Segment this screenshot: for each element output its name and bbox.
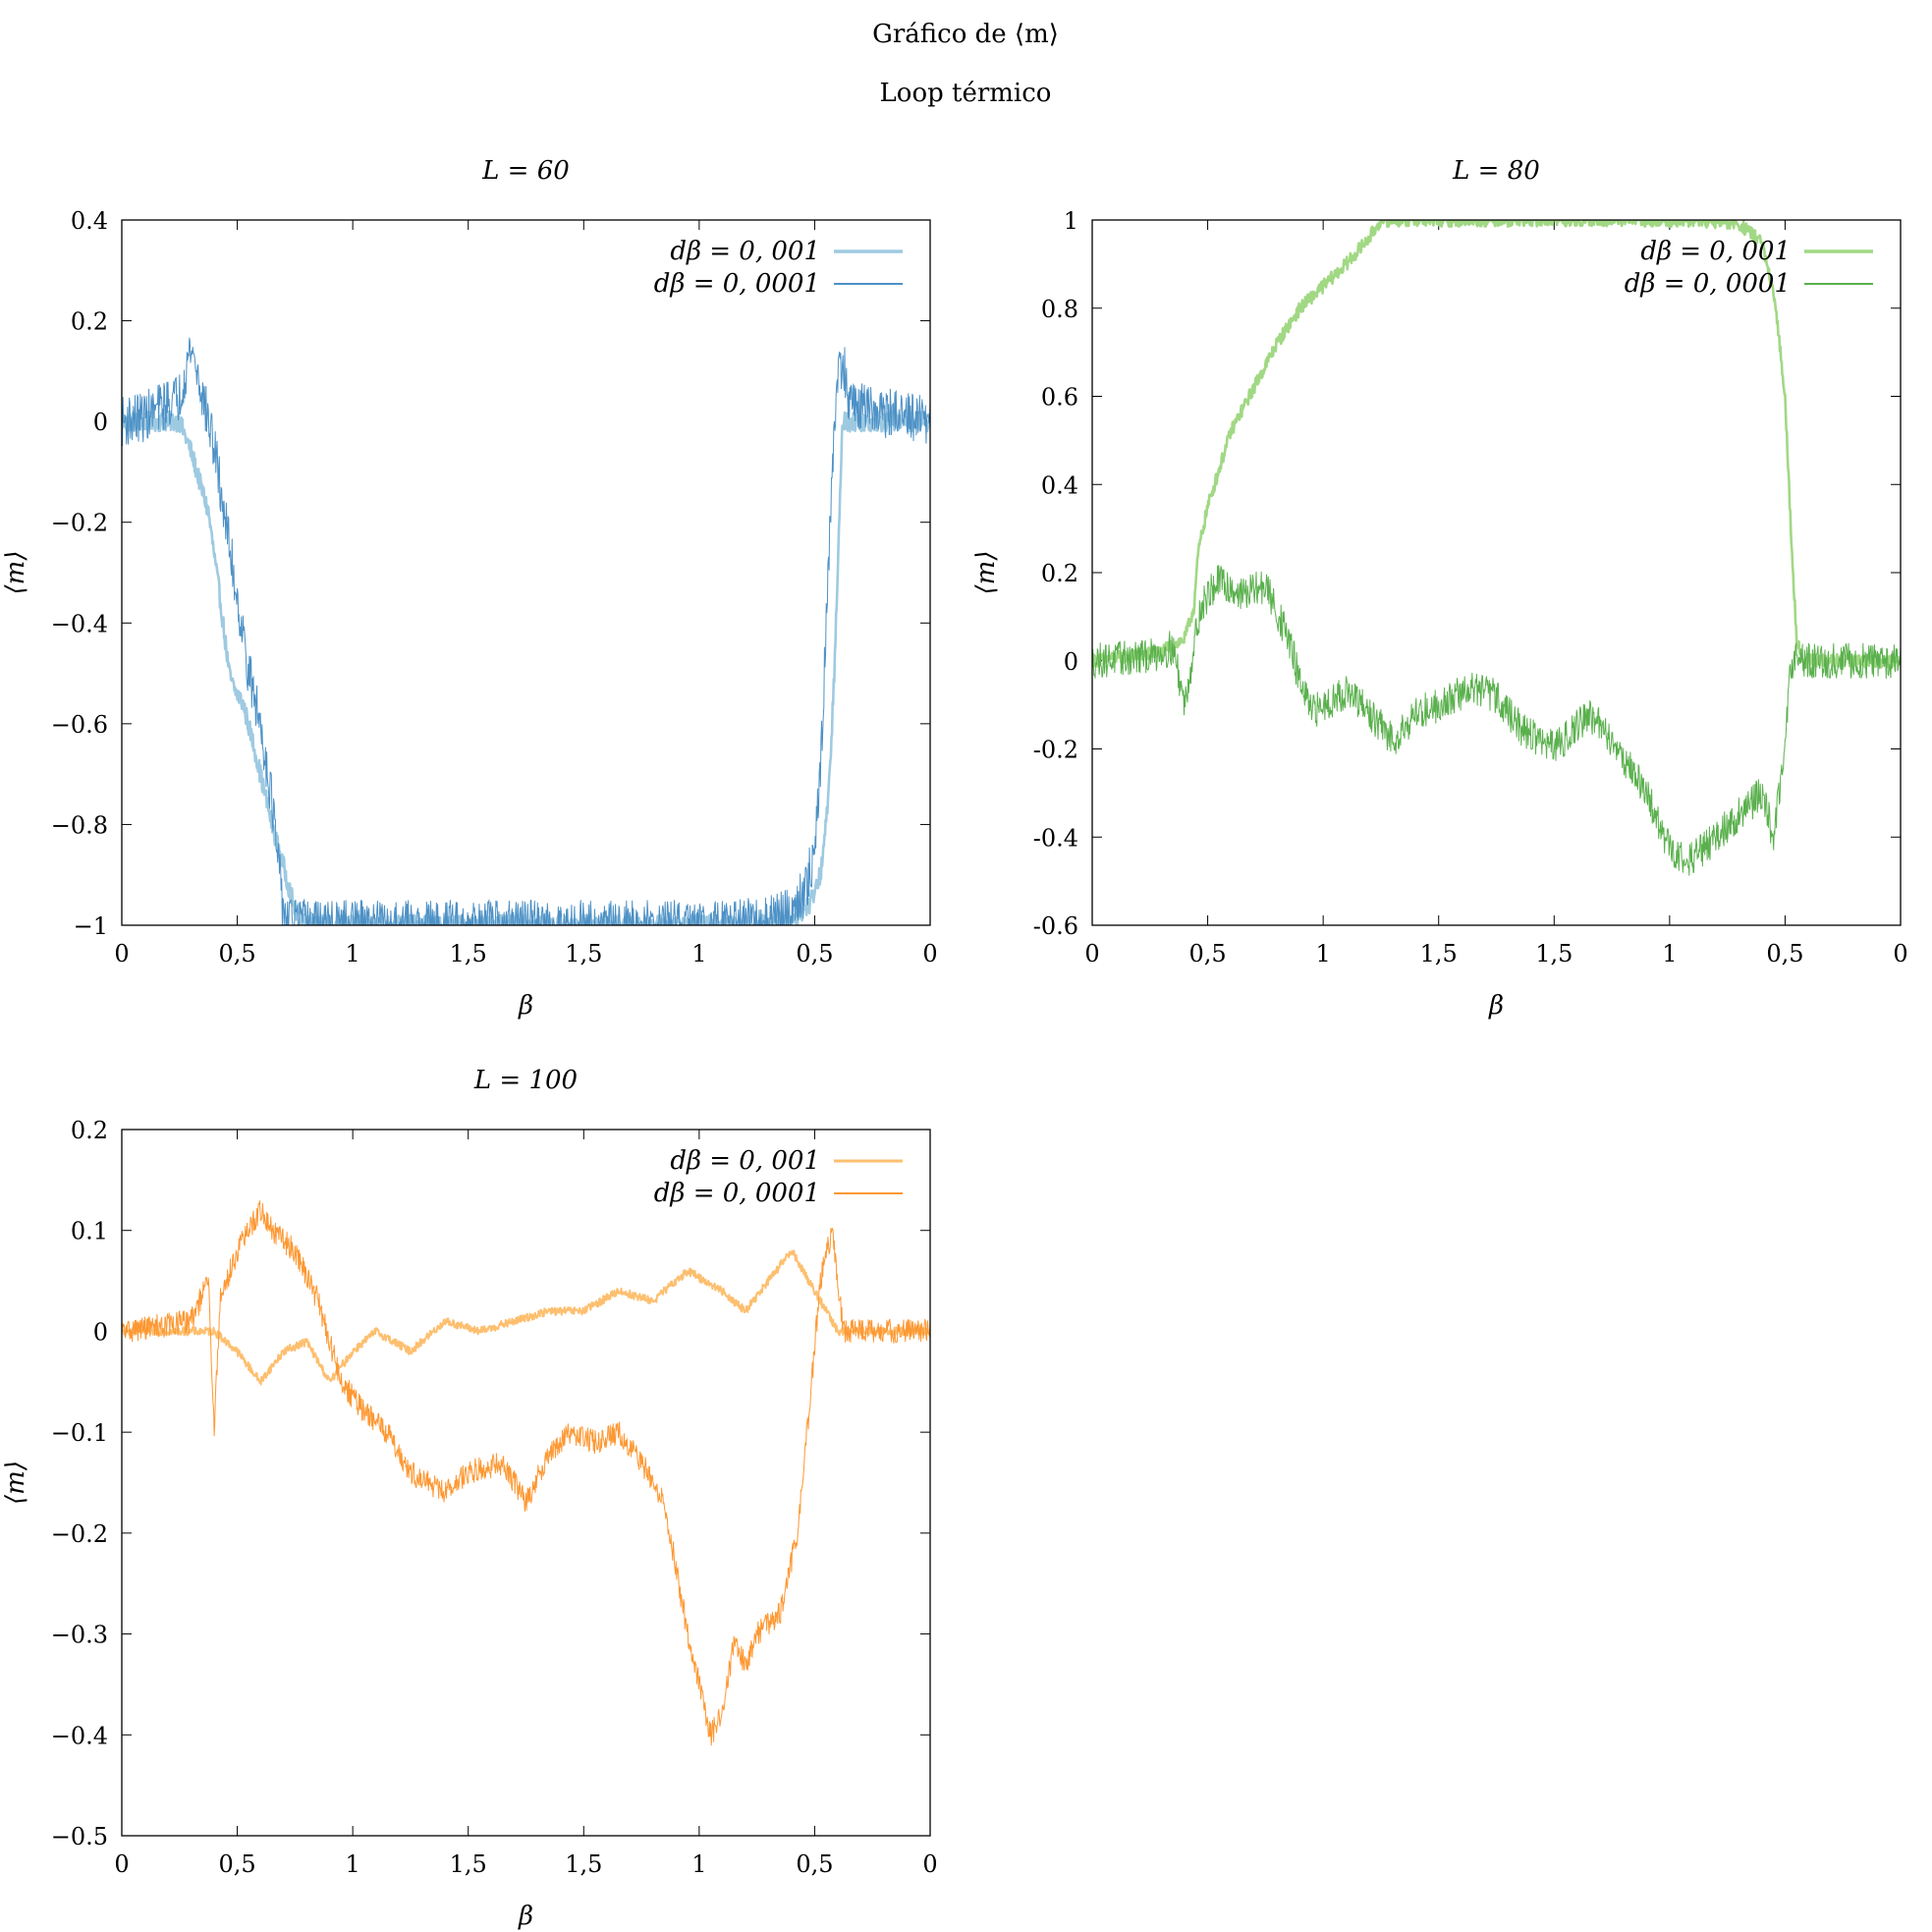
x-tick-label: 1 <box>691 1850 706 1878</box>
panel-title: L = 100 <box>473 1066 578 1095</box>
series-group <box>122 337 930 925</box>
panel-title: L = 80 <box>1452 156 1540 186</box>
figure-subtitle: Loop térmico <box>880 79 1052 108</box>
x-tick-label: 0 <box>114 940 129 967</box>
y-tick-label: -0.2 <box>1033 737 1078 764</box>
x-tick-label: 0 <box>114 1850 129 1878</box>
x-tick-label: 0,5 <box>218 940 255 967</box>
x-tick-label: 1,5 <box>450 1850 487 1878</box>
x-tick-label: 1 <box>691 940 706 967</box>
panel-l60: L = 600.40.20−0.2−0.4−0.6−0.8−10 0,5 1 1,5 1… <box>1 156 938 1021</box>
y-tick-label: −0.4 <box>51 610 108 637</box>
x-tick-label: 0,5 <box>218 1850 255 1878</box>
y-tick-label: 0.6 <box>1041 384 1078 412</box>
x-tick-label: 0,5 <box>1188 940 1226 967</box>
legend-label-2: dβ = 0, 0001 <box>1625 269 1791 299</box>
y-tick-label: −0.2 <box>51 1520 108 1548</box>
y-tick-label: 0 <box>93 1318 108 1346</box>
series-line-2 <box>122 1200 930 1746</box>
y-axis-label: ⟨m⟩ <box>1 1461 30 1505</box>
x-tick-label: 0 <box>922 940 937 967</box>
y-tick-label: 0 <box>1064 648 1078 676</box>
plot-frame <box>121 219 931 926</box>
y-tick-label: −0.1 <box>51 1419 108 1447</box>
series-line-2 <box>1092 565 1901 876</box>
x-tick-label: 1 <box>1662 940 1677 967</box>
x-axis-label: β <box>1488 991 1504 1021</box>
x-tick-label: 1 <box>346 1850 360 1878</box>
series-line-1 <box>122 1249 930 1386</box>
x-tick-label: 1 <box>346 940 360 967</box>
y-tick-label: -0.6 <box>1033 912 1078 940</box>
series-group <box>1092 220 1901 876</box>
x-tick-label: 1,5 <box>450 940 487 967</box>
y-tick-label: −0.3 <box>51 1622 108 1649</box>
series-line-2 <box>122 337 930 925</box>
x-tick-label: 0,5 <box>796 1850 833 1878</box>
plot-frame <box>121 1129 931 1837</box>
y-tick-label: −1 <box>74 912 108 940</box>
x-tick-label: 0 <box>922 1850 937 1878</box>
y-tick-label: 0.2 <box>1041 560 1078 587</box>
y-tick-label: 0.4 <box>71 207 108 235</box>
x-axis-label: β <box>518 991 533 1021</box>
series-line-1 <box>1092 220 1901 669</box>
x-tick-label: 1,5 <box>565 940 602 967</box>
legend-label-2: dβ = 0, 0001 <box>654 1179 820 1208</box>
panel-title: L = 60 <box>481 156 570 186</box>
x-tick-label: 0,5 <box>796 940 833 967</box>
y-tick-label: 0.2 <box>71 1117 108 1144</box>
y-tick-label: −0.4 <box>51 1722 108 1749</box>
legend-label-2: dβ = 0, 0001 <box>654 269 820 299</box>
x-tick-label: 1,5 <box>1420 940 1458 967</box>
y-axis-label: ⟨m⟩ <box>1 551 30 595</box>
x-tick-label: 1 <box>1316 940 1331 967</box>
x-tick-label: 0,5 <box>1766 940 1803 967</box>
figure-title: Gráfico de ⟨m⟩ <box>872 20 1059 49</box>
y-axis-label: ⟨m⟩ <box>971 551 1001 595</box>
series-line-1 <box>122 410 930 925</box>
y-tick-label: 1 <box>1064 207 1078 235</box>
y-tick-label: −0.5 <box>51 1823 108 1850</box>
y-tick-label: 0.1 <box>71 1218 108 1245</box>
x-tick-label: 1,5 <box>565 1850 602 1878</box>
x-tick-label: 0 <box>1084 940 1099 967</box>
y-tick-label: 0.2 <box>71 308 108 336</box>
legend-label-1: dβ = 0, 001 <box>1640 237 1791 266</box>
y-tick-label: −0.8 <box>51 811 108 839</box>
legend-label-1: dβ = 0, 001 <box>670 1146 820 1176</box>
plot-frame <box>1091 219 1902 926</box>
y-tick-label: −0.2 <box>51 510 108 537</box>
series-group <box>122 1200 930 1746</box>
y-tick-label: −0.6 <box>51 711 108 739</box>
y-tick-label: 0 <box>93 409 108 436</box>
x-tick-label: 0 <box>1893 940 1907 967</box>
y-tick-label: 0.4 <box>1041 471 1078 499</box>
legend-label-1: dβ = 0, 001 <box>670 237 820 266</box>
x-tick-label: 1,5 <box>1535 940 1573 967</box>
y-tick-label: -0.4 <box>1033 824 1078 852</box>
x-axis-label: β <box>518 1902 533 1931</box>
y-tick-label: 0.8 <box>1041 296 1078 323</box>
